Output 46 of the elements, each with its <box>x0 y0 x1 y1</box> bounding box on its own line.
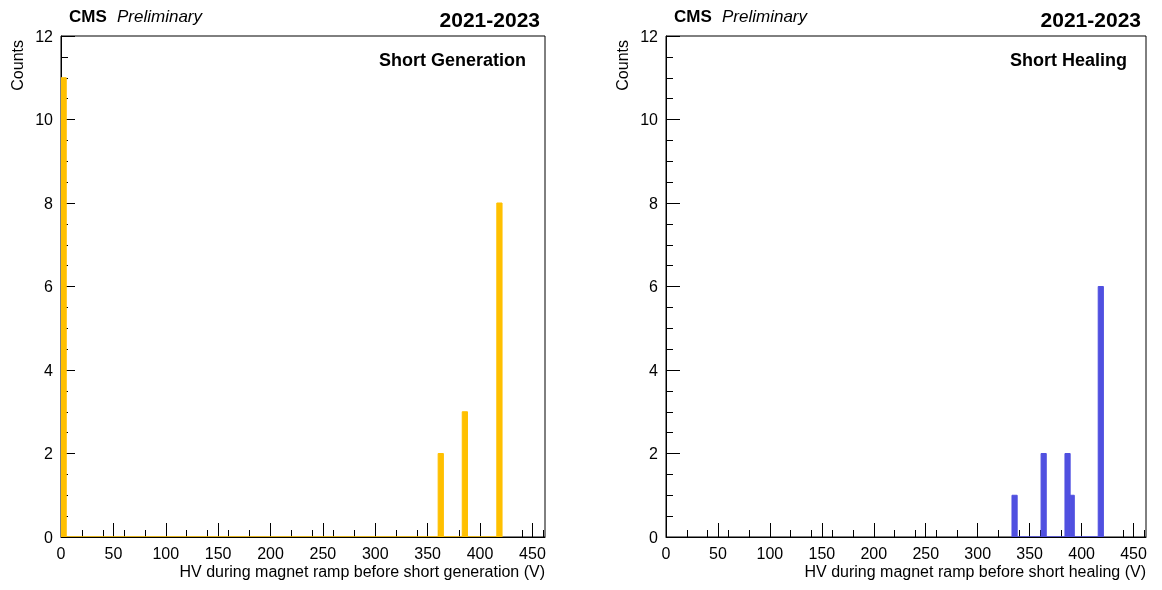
x-tick-label: 300 <box>361 544 389 562</box>
x-tick-label: 250 <box>912 544 940 562</box>
y-tick-label: 10 <box>35 111 54 128</box>
y-tick-label: 6 <box>649 278 659 295</box>
y-tick-label: 10 <box>640 111 659 128</box>
x-tick-label: 150 <box>808 544 836 562</box>
text: CMS <box>674 7 712 26</box>
y-tick-label: 12 <box>35 27 54 45</box>
chart-title: 2021-2023 <box>439 8 541 31</box>
x-tick-label: 100 <box>152 544 180 562</box>
x-tick-label: 350 <box>414 544 442 562</box>
y-axis-title: Counts <box>613 40 631 91</box>
x-tick-label: 350 <box>1016 544 1044 562</box>
y-tick-label: 8 <box>44 194 54 212</box>
chart-title: 2021-2023 <box>1040 8 1142 31</box>
y-tick-label: 6 <box>44 278 54 295</box>
x-tick-label: 400 <box>1068 544 1096 562</box>
y-tick-label: 12 <box>640 27 659 45</box>
x-tick-label: 200 <box>257 544 284 562</box>
text: Short Healing <box>1009 50 1128 70</box>
x-tick-label: 150 <box>204 544 232 562</box>
y-tick-label: 0 <box>649 528 659 546</box>
y-tick-label: 2 <box>44 445 54 462</box>
x-tick-label: 250 <box>309 544 337 562</box>
x-tick-label: 200 <box>860 544 888 562</box>
y-tick-label: 8 <box>649 194 659 212</box>
x-tick-label: 0 <box>661 544 671 562</box>
y-tick-label: 0 <box>44 528 54 546</box>
text: Preliminary <box>117 7 204 26</box>
x-axis-title: HV during magnet ramp before short healing (V) <box>804 562 1147 580</box>
text: Short Generation <box>378 50 526 70</box>
y-tick-label: 4 <box>44 361 54 379</box>
x-tick-label: 50 <box>709 544 727 562</box>
x-tick-label: 400 <box>466 544 494 562</box>
y-tick-label: 4 <box>649 361 659 379</box>
x-tick-label: 100 <box>756 544 784 562</box>
x-axis-title: HV during magnet ramp before short generation (V) <box>179 562 546 580</box>
x-tick-label: 450 <box>1120 544 1147 562</box>
y-axis-title: Counts <box>8 40 26 91</box>
x-tick-label: 0 <box>56 544 66 562</box>
text: Preliminary <box>722 7 809 26</box>
y-tick-label: 2 <box>649 445 659 462</box>
text: CMS <box>69 7 107 26</box>
x-tick-label: 300 <box>964 544 992 562</box>
x-tick-label: 450 <box>519 544 546 562</box>
x-tick-label: 50 <box>104 544 123 562</box>
